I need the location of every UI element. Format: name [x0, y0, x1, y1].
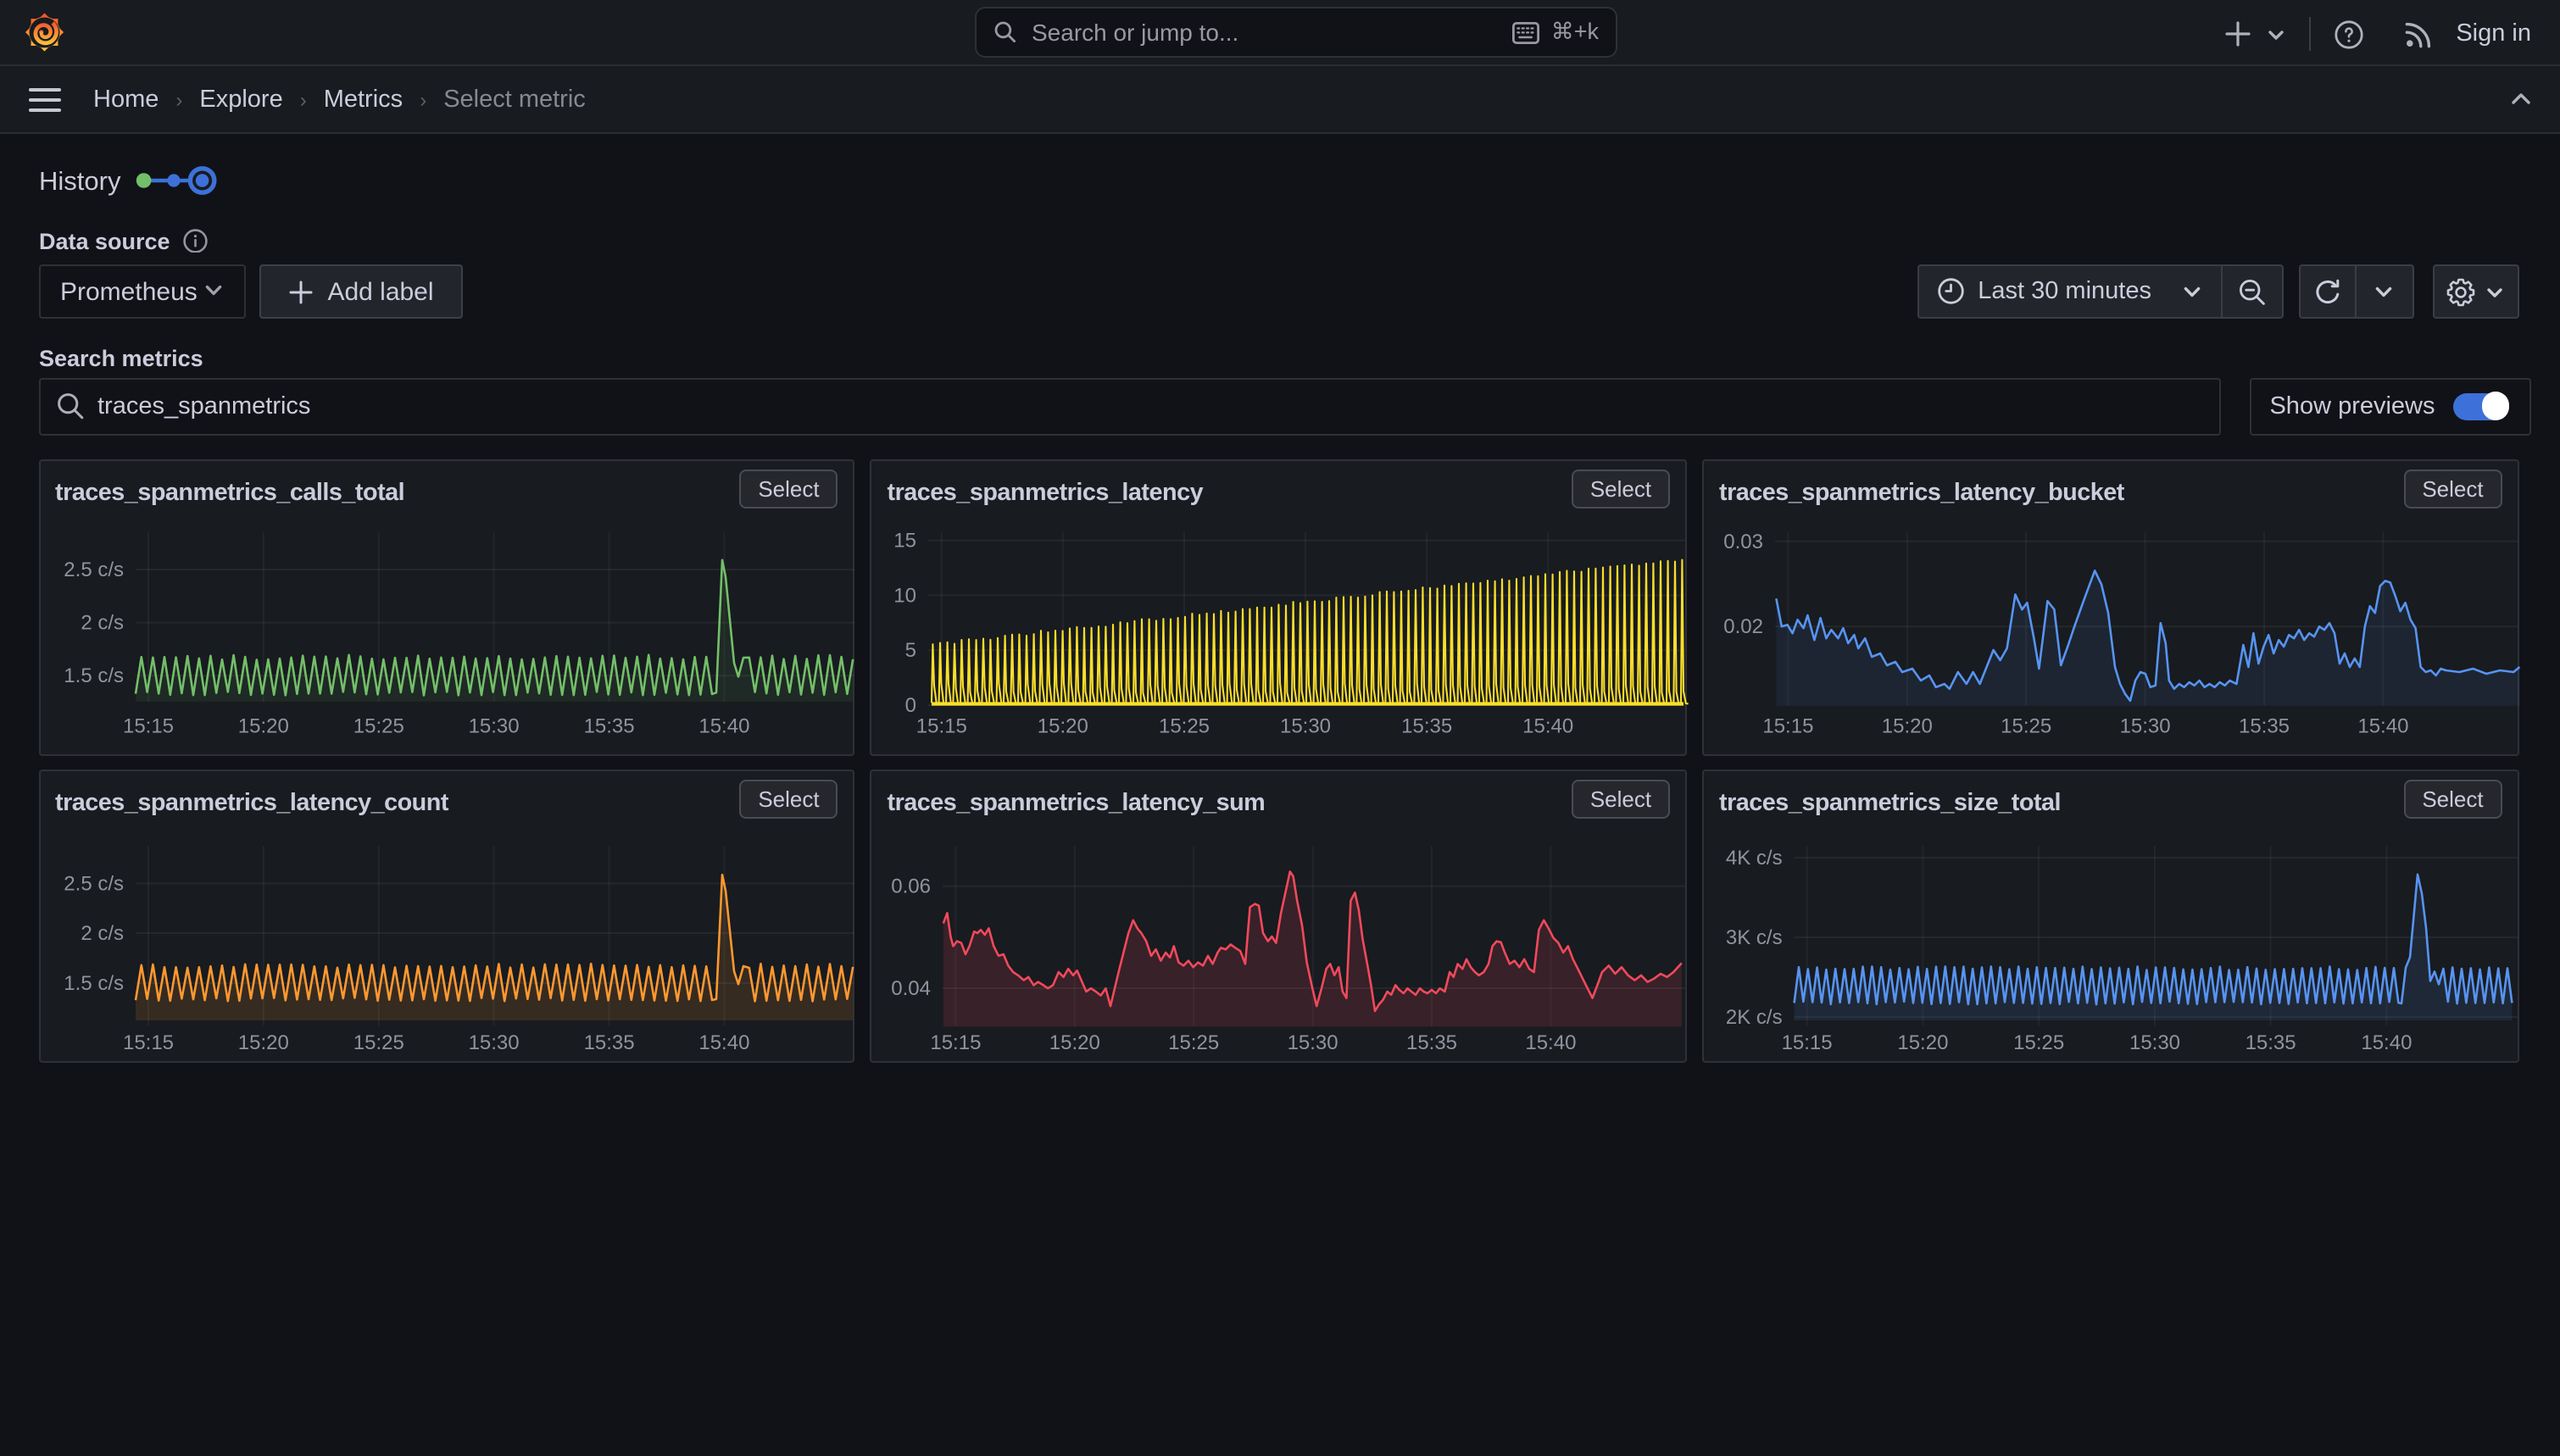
- svg-text:4K c/s: 4K c/s: [1726, 847, 1783, 870]
- svg-text:15:20: 15:20: [1897, 1031, 1948, 1054]
- svg-text:15:35: 15:35: [583, 714, 634, 737]
- svg-text:2 c/s: 2 c/s: [80, 612, 123, 635]
- svg-text:15:35: 15:35: [1406, 1031, 1457, 1054]
- svg-text:15:30: 15:30: [1280, 714, 1331, 737]
- svg-text:15:15: 15:15: [1782, 1031, 1833, 1054]
- svg-text:5: 5: [905, 639, 916, 662]
- svg-text:15:30: 15:30: [468, 1031, 519, 1054]
- svg-text:15:15: 15:15: [122, 714, 173, 737]
- svg-text:15:25: 15:25: [2001, 714, 2051, 737]
- svg-text:15:30: 15:30: [2120, 714, 2171, 737]
- svg-text:15:40: 15:40: [2357, 714, 2408, 737]
- svg-text:15:15: 15:15: [1762, 714, 1813, 737]
- svg-text:15:40: 15:40: [698, 1031, 749, 1054]
- svg-text:0.06: 0.06: [892, 875, 932, 898]
- svg-text:15:25: 15:25: [1169, 1031, 1220, 1054]
- svg-text:1.5 c/s: 1.5 c/s: [63, 664, 123, 687]
- svg-text:15:25: 15:25: [2013, 1031, 2064, 1054]
- svg-text:15:20: 15:20: [1049, 1031, 1100, 1054]
- svg-text:2.5 c/s: 2.5 c/s: [63, 559, 123, 581]
- svg-text:15:40: 15:40: [698, 714, 749, 737]
- svg-text:15:35: 15:35: [1402, 714, 1453, 737]
- svg-text:0.02: 0.02: [1723, 615, 1763, 638]
- svg-text:15:20: 15:20: [1882, 714, 1933, 737]
- svg-text:2.5 c/s: 2.5 c/s: [63, 872, 123, 895]
- svg-text:15:40: 15:40: [1523, 714, 1574, 737]
- svg-text:2 c/s: 2 c/s: [80, 922, 123, 945]
- svg-text:15: 15: [894, 530, 917, 553]
- svg-text:0: 0: [905, 694, 916, 717]
- svg-text:15:35: 15:35: [2246, 1031, 2296, 1054]
- svg-text:15:25: 15:25: [353, 1031, 403, 1054]
- svg-text:15:30: 15:30: [468, 714, 519, 737]
- svg-text:0.03: 0.03: [1723, 531, 1763, 553]
- svg-text:15:15: 15:15: [931, 1031, 982, 1054]
- svg-text:1.5 c/s: 1.5 c/s: [63, 972, 123, 995]
- svg-text:2K c/s: 2K c/s: [1726, 1006, 1783, 1029]
- svg-text:3K c/s: 3K c/s: [1726, 926, 1783, 949]
- svg-text:15:15: 15:15: [916, 714, 967, 737]
- svg-text:15:35: 15:35: [2239, 714, 2290, 737]
- svg-text:15:20: 15:20: [237, 1031, 288, 1054]
- svg-text:15:25: 15:25: [1159, 714, 1210, 737]
- svg-text:15:30: 15:30: [1288, 1031, 1338, 1054]
- svg-text:15:25: 15:25: [353, 714, 403, 737]
- svg-text:15:20: 15:20: [1038, 714, 1088, 737]
- svg-text:15:35: 15:35: [583, 1031, 634, 1054]
- svg-text:15:30: 15:30: [2129, 1031, 2180, 1054]
- svg-text:0.04: 0.04: [892, 977, 932, 1000]
- svg-text:15:40: 15:40: [2361, 1031, 2412, 1054]
- svg-text:15:15: 15:15: [122, 1031, 173, 1054]
- svg-text:15:20: 15:20: [237, 714, 288, 737]
- svg-text:10: 10: [894, 584, 917, 607]
- svg-text:15:40: 15:40: [1526, 1031, 1577, 1054]
